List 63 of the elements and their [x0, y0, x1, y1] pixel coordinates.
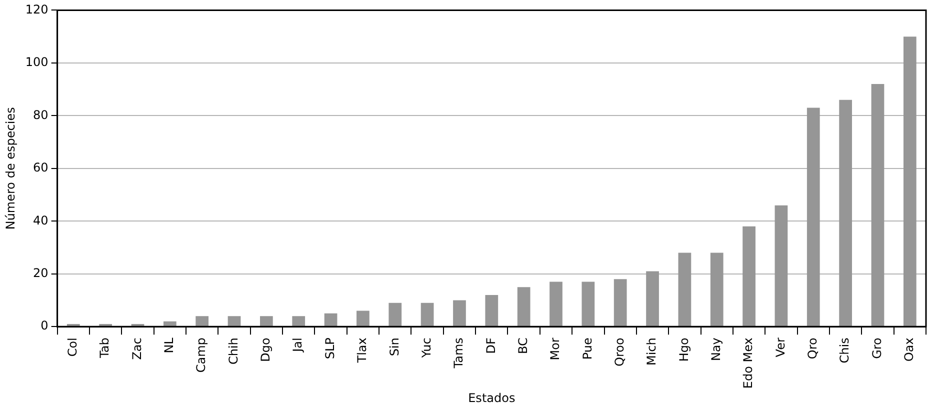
x-tick-label: Tams: [452, 338, 466, 370]
x-tick-label: Gro: [870, 338, 884, 359]
x-tick-label: Pue: [580, 338, 594, 360]
y-tick-label: 100: [25, 55, 48, 70]
bar: [839, 100, 852, 326]
bar: [806, 108, 820, 326]
bar: [131, 324, 144, 326]
bar: [517, 287, 530, 326]
x-tick-label: Qro: [806, 338, 820, 360]
bar: [356, 310, 370, 326]
x-tick-label: Chis: [838, 338, 852, 364]
x-tick-label: DF: [484, 338, 498, 354]
x-tick-label: Zac: [130, 338, 144, 360]
bar: [710, 252, 724, 326]
bar: [228, 316, 241, 326]
x-tick-label: Nay: [708, 338, 723, 362]
x-tick-label: Oax: [902, 338, 916, 362]
x-tick-label: Tlax: [355, 338, 370, 364]
x-tick-label: Mich: [644, 338, 659, 366]
bar: [871, 84, 884, 326]
bar: [614, 279, 627, 326]
x-tick-label: Chih: [226, 338, 240, 365]
x-tick-label: Camp: [194, 338, 208, 373]
x-axis-title: Estados: [468, 390, 516, 405]
bar: [550, 282, 562, 326]
bar: [324, 313, 338, 326]
x-tick-label: SLP: [322, 338, 337, 360]
y-tick-label: 120: [25, 2, 48, 16]
x-tick-label: NL: [162, 337, 176, 354]
y-axis-title: Número de especies: [3, 107, 18, 230]
bar: [388, 302, 402, 326]
bar: [582, 282, 595, 326]
x-tick-label: BC: [516, 338, 530, 354]
bar: [742, 226, 756, 326]
y-tick-label: 60: [33, 160, 48, 175]
x-tick-label: Edo Mex: [741, 338, 756, 389]
bar: [774, 205, 788, 326]
bar: [163, 321, 176, 326]
bar: [260, 316, 273, 326]
x-tick-label: Yuc: [419, 338, 434, 359]
x-tick-label: Jal: [290, 338, 305, 353]
y-tick-label: 80: [33, 108, 48, 122]
x-tick-label: Tab: [98, 338, 112, 359]
x-tick-label: Mor: [548, 338, 562, 360]
x-tick-label: Col: [66, 338, 80, 357]
bar: [678, 252, 692, 326]
bar: [99, 324, 112, 326]
bar: [196, 316, 209, 326]
x-tick-label: Qroo: [612, 338, 626, 366]
y-tick-label: 0: [40, 318, 48, 333]
bar: [646, 271, 659, 326]
x-tick-label: Ver: [773, 338, 788, 358]
bar: [420, 302, 434, 326]
y-tick-label: 20: [33, 266, 48, 280]
y-tick-label: 40: [33, 213, 48, 228]
bar: [453, 300, 466, 326]
bar: [66, 324, 80, 326]
bar: [485, 294, 498, 326]
bar: [903, 36, 916, 326]
x-tick-label: Hgo: [676, 338, 691, 362]
x-tick-label: Sin: [387, 338, 402, 356]
x-tick-label: Dgo: [258, 338, 273, 362]
bar: [292, 316, 306, 326]
